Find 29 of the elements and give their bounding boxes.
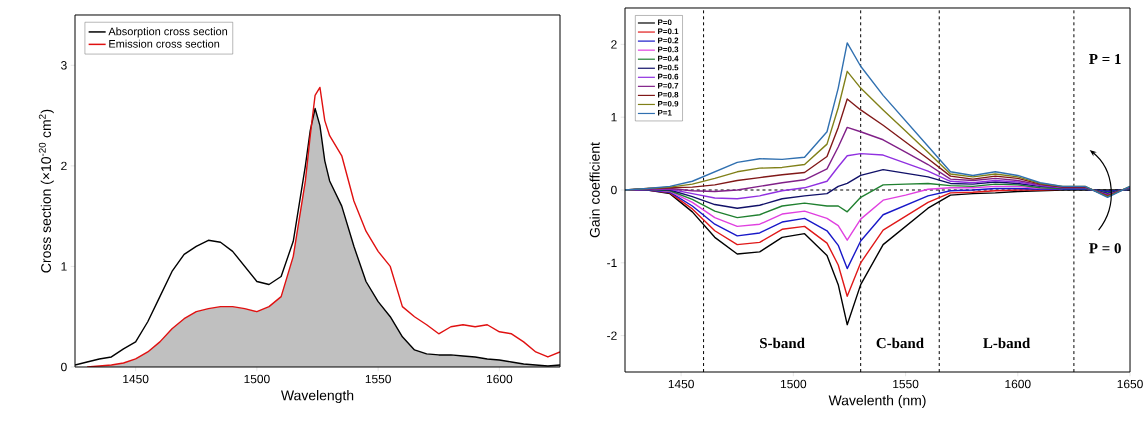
x-axis-title: Wavelength (281, 390, 354, 404)
annotation: L-band (983, 337, 1031, 349)
y-axis-title: Cross section (×10$^{-20}$ cm$^{2}$) (38, 109, 54, 273)
x-tick-label: 1500 (780, 379, 807, 389)
x-tick-label: 1450 (123, 374, 149, 384)
y-tick-label: 0 (611, 185, 617, 195)
annotation: P = 0 (1089, 243, 1121, 254)
y-tick-label: 0 (61, 362, 67, 372)
x-tick-label: 1600 (486, 374, 513, 384)
y-tick-label: -1 (607, 258, 617, 267)
annotation: S-band (760, 337, 805, 349)
annotation: C-band (876, 337, 924, 349)
annotation: P = 1 (1089, 54, 1121, 64)
x-tick-label: 1650 (1117, 379, 1143, 389)
y-tick-label: 1 (61, 262, 67, 271)
x-tick-label: 1600 (1005, 379, 1031, 389)
y-tick-label: 2 (61, 161, 67, 171)
legend-label: Emission cross section (109, 39, 220, 48)
x-axis-title: Wavelenth (nm) (828, 395, 926, 409)
legend-label: Absorption cross section (108, 27, 228, 38)
x-tick-label: 1550 (365, 374, 391, 384)
x-tick-label: 1450 (668, 379, 694, 389)
y-axis-title: Gain coefficient (589, 142, 600, 238)
y-tick-label: 2 (611, 40, 617, 49)
y-tick-label: 3 (61, 61, 67, 70)
y-tick-label: -2 (607, 331, 617, 340)
y-tick-label: 1 (611, 113, 617, 122)
x-tick-label: 1550 (893, 379, 919, 389)
x-tick-label: 1500 (244, 374, 270, 384)
